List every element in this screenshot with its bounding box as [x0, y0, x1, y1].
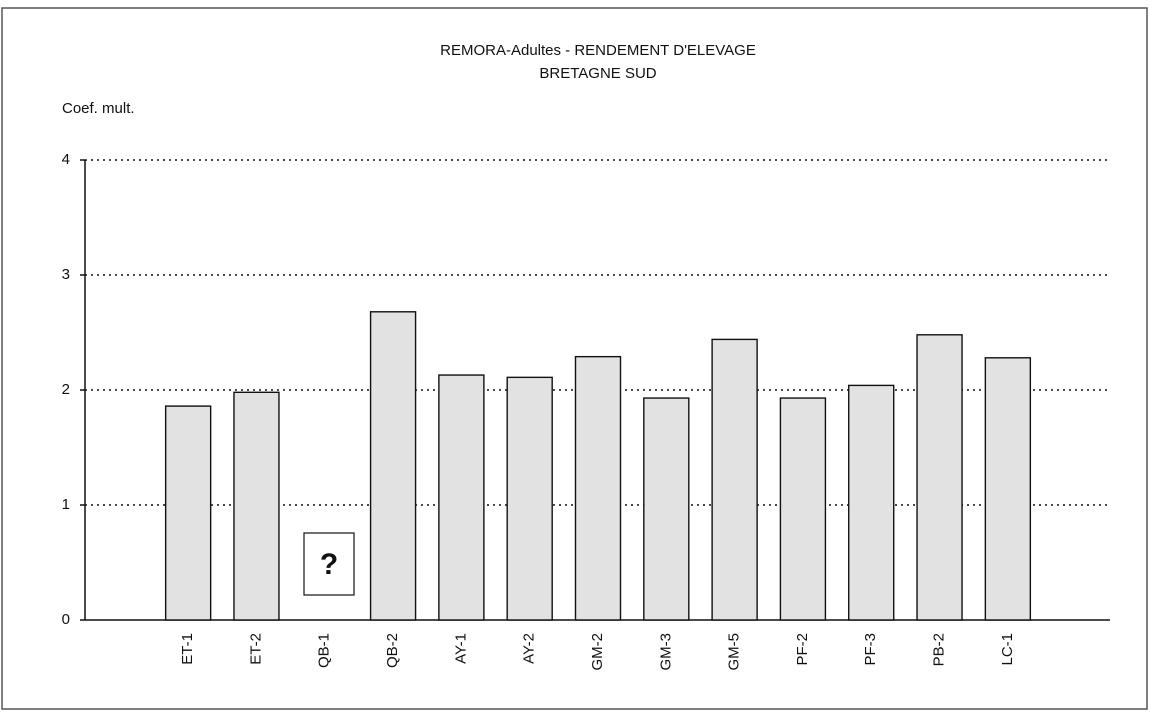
y-tick-label: 2 — [62, 381, 70, 398]
x-tick-label: LC-1 — [999, 633, 1016, 666]
x-tick-label: PF-3 — [862, 633, 879, 666]
bar — [643, 397, 690, 621]
bar — [164, 405, 212, 621]
x-tick-label: GM-2 — [589, 633, 606, 671]
bar — [779, 397, 827, 621]
y-tick-label: 1 — [62, 496, 70, 513]
x-tick-label: GM-3 — [657, 633, 674, 671]
x-tick-label: ET-1 — [179, 633, 196, 665]
x-tick-label: AY-2 — [521, 633, 538, 664]
bar — [848, 384, 895, 621]
x-tick-label: PF-2 — [794, 633, 811, 666]
chart-subtitle: BRETAGNE SUD — [539, 65, 656, 82]
x-tick-label: GM-5 — [726, 633, 743, 671]
bar — [574, 355, 622, 621]
y-tick-label: 4 — [62, 151, 70, 168]
bar — [984, 357, 1032, 621]
y-tick-label: 3 — [62, 266, 70, 283]
bar — [711, 338, 758, 621]
y-axis-label: Coef. mult. — [62, 100, 135, 117]
x-tick-label: ET-2 — [247, 633, 264, 665]
bar — [369, 311, 417, 621]
y-tick-label: 0 — [62, 611, 70, 628]
bar — [233, 391, 280, 621]
bar — [916, 334, 963, 621]
bar — [438, 374, 485, 621]
x-tick-label: PB-2 — [931, 633, 948, 666]
x-tick-label: QB-1 — [316, 633, 333, 668]
x-tick-label: AY-1 — [452, 633, 469, 664]
x-tick-label: QB-2 — [384, 633, 401, 668]
annotation-text: ? — [320, 548, 338, 581]
annotation-box — [303, 532, 355, 596]
chart-title: REMORA-Adultes - RENDEMENT D'ELEVAGE — [440, 42, 756, 59]
bar — [506, 376, 553, 621]
frame — [1, 7, 1148, 710]
annotation: ? — [303, 532, 355, 596]
